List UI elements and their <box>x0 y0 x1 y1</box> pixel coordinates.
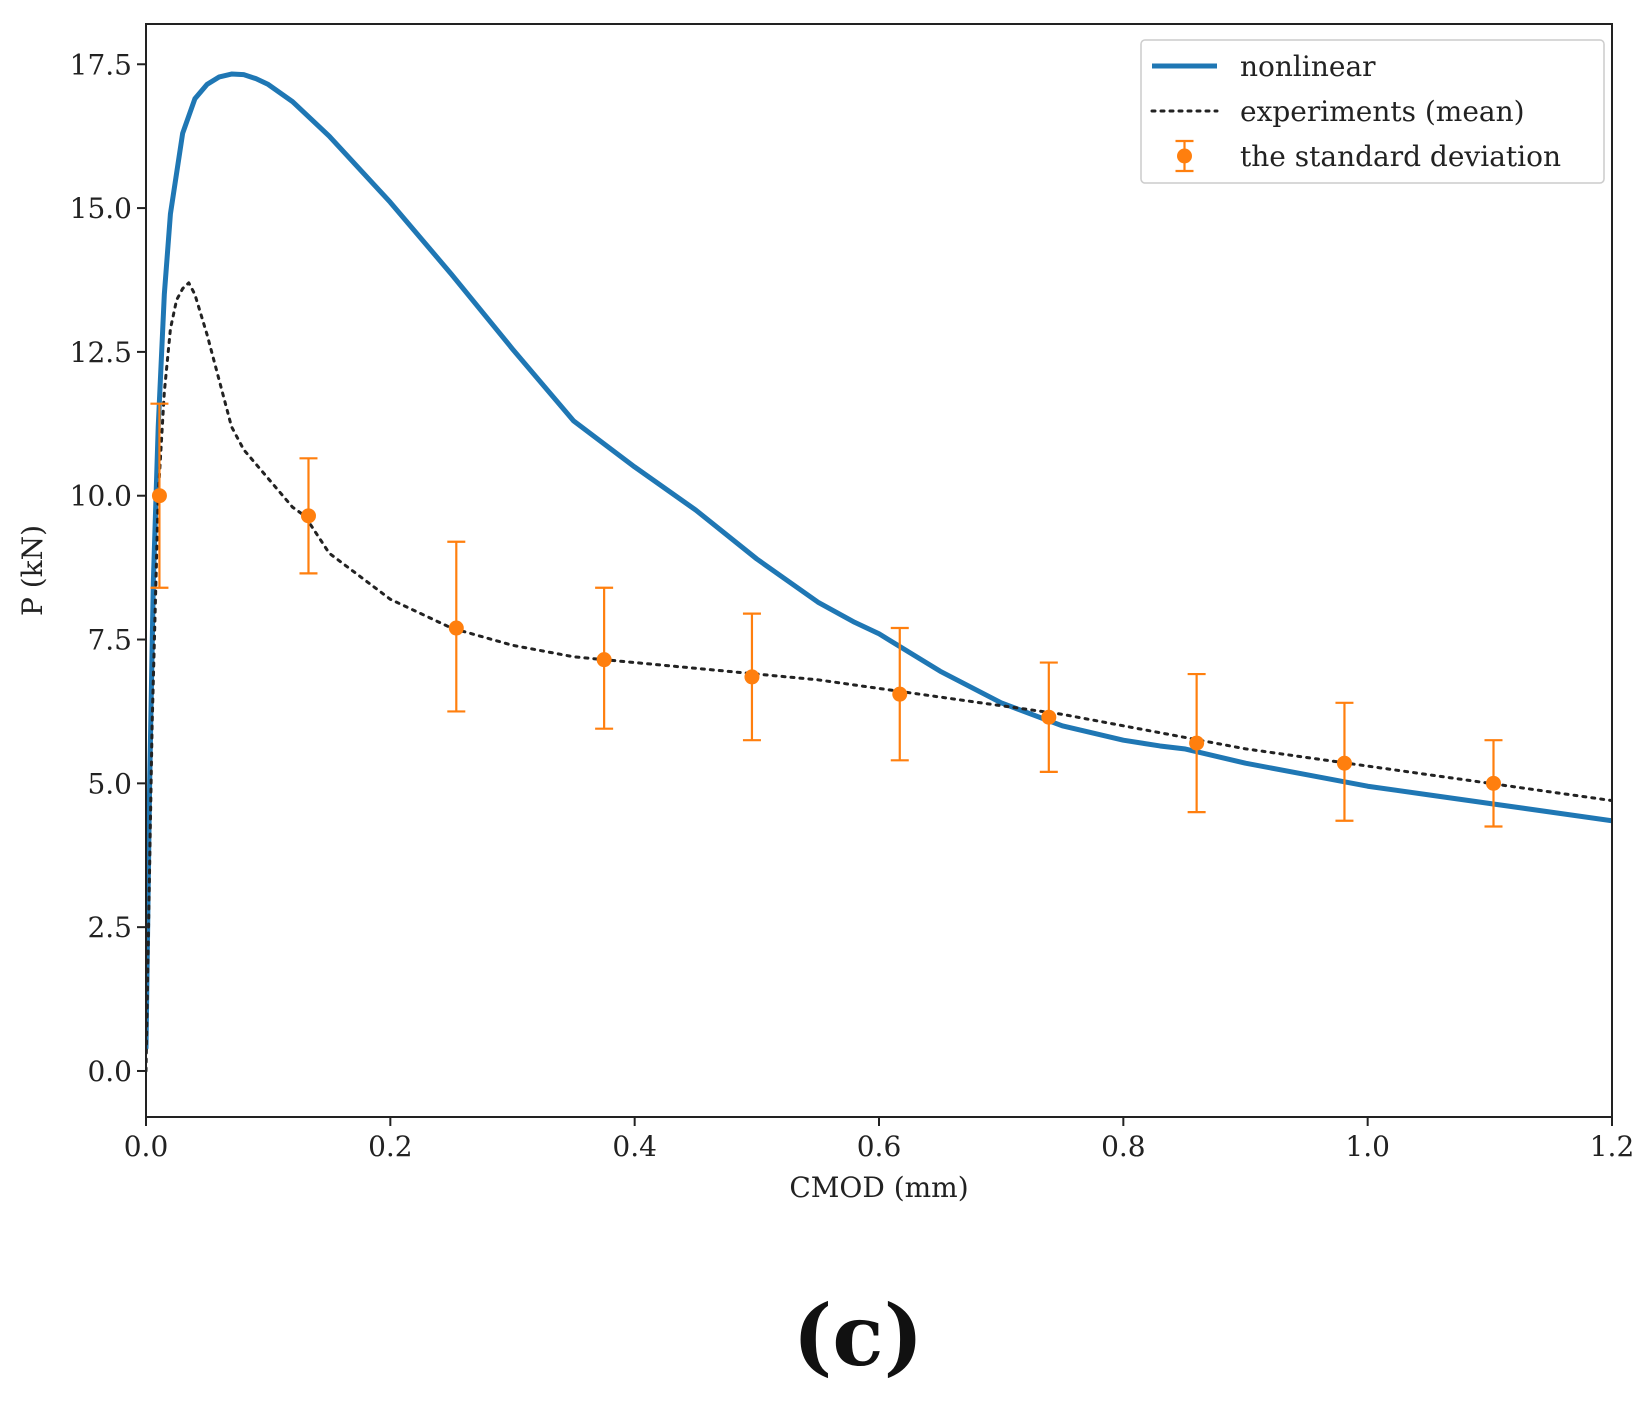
errorbar-point <box>150 402 169 589</box>
series-layer <box>146 71 1612 1073</box>
errorbar-point <box>1039 661 1058 773</box>
legend-swatch-standard-deviation <box>1175 139 1194 173</box>
y-tick-label: 7.5 <box>87 624 132 657</box>
y-axis-ticks: 0.0 2.5 5.0 7.5 10.0 12.5 15.0 17.5 <box>70 48 146 1088</box>
x-tick-label: 0.8 <box>1101 1130 1146 1163</box>
x-tick-label: 1.2 <box>1590 1130 1635 1163</box>
legend: nonlinear experiments (mean) the standar… <box>1140 39 1605 184</box>
panel-label: (c) <box>793 1286 924 1385</box>
legend-label-nonlinear: nonlinear <box>1240 50 1376 83</box>
errorbar-point <box>1187 672 1206 814</box>
legend-label-standard-deviation: the standard deviation <box>1240 140 1561 173</box>
legend-label-experiments: experiments (mean) <box>1240 95 1525 128</box>
axes-frame <box>145 23 1613 1118</box>
x-tick-label: 0.4 <box>612 1130 657 1163</box>
x-tick-label: 0.0 <box>124 1130 169 1163</box>
y-tick-label: 5.0 <box>87 767 132 800</box>
x-axis-ticks: 0.0 0.2 0.4 0.6 0.8 1.0 1.2 <box>124 1117 1635 1163</box>
y-tick-label: 0.0 <box>87 1055 132 1088</box>
y-tick-label: 2.5 <box>87 911 132 944</box>
errorbar-point <box>1335 701 1354 822</box>
legend-box <box>1140 39 1605 184</box>
errorbar-point <box>890 626 909 762</box>
x-tick-label: 1.0 <box>1345 1130 1390 1163</box>
errorbar-point <box>299 457 318 575</box>
y-tick-label: 17.5 <box>70 48 132 81</box>
y-axis-label: P (kN) <box>16 525 49 616</box>
x-axis-label: CMOD (mm) <box>789 1171 968 1204</box>
errorbar-point <box>742 612 761 742</box>
errorbar-layer <box>150 402 1503 828</box>
errorbar-point <box>447 540 466 713</box>
x-tick-label: 0.2 <box>368 1130 413 1163</box>
x-tick-label: 0.6 <box>857 1130 902 1163</box>
y-tick-label: 15.0 <box>70 192 132 225</box>
errorbar-point <box>1484 739 1503 828</box>
y-tick-label: 10.0 <box>70 480 132 513</box>
errorbar-point <box>595 586 614 730</box>
series-line-nonlinear <box>146 71 1612 1051</box>
y-tick-label: 12.5 <box>70 336 132 369</box>
series-line-experiments-mean <box>146 281 1612 1073</box>
